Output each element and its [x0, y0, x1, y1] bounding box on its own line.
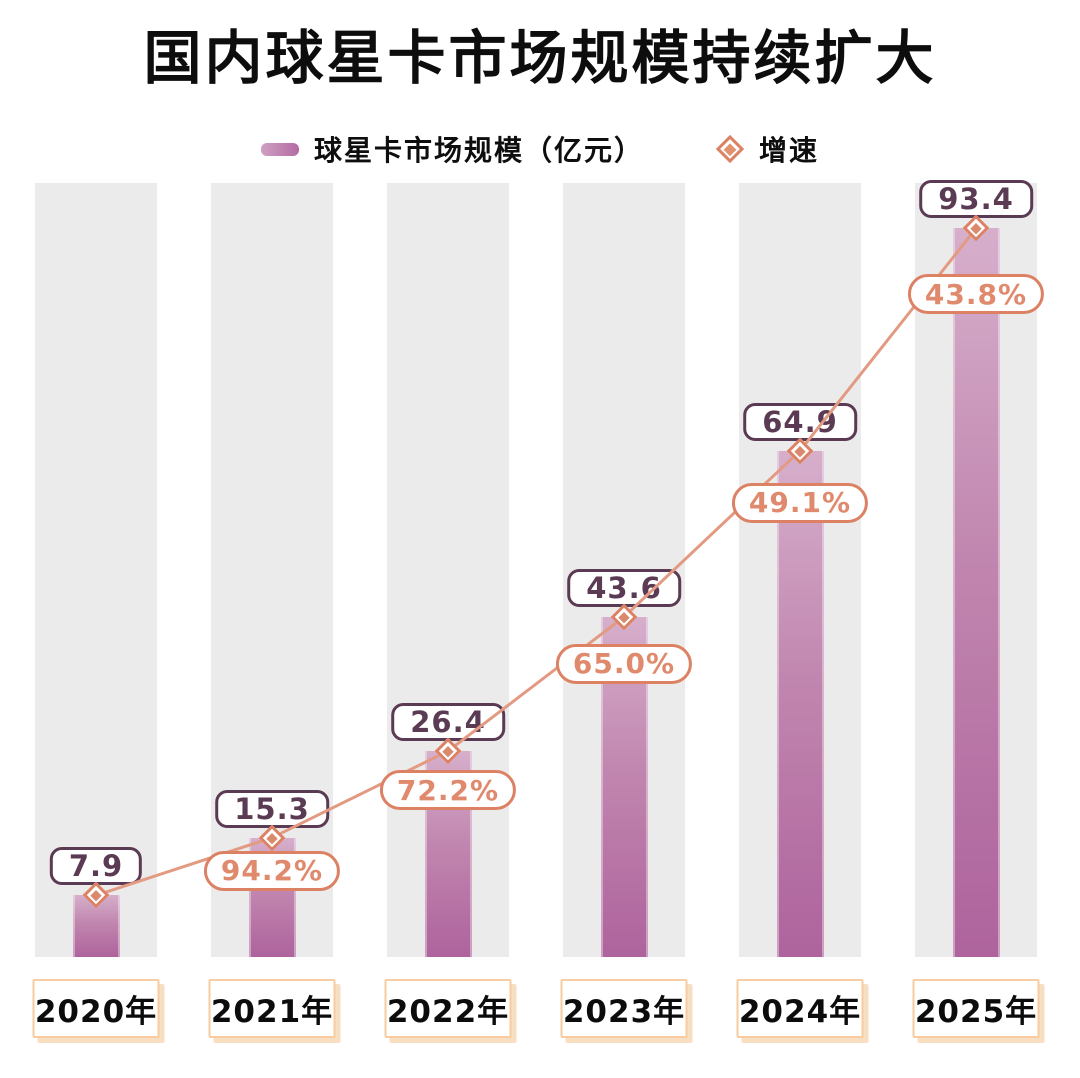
value-text: 26.4: [410, 705, 486, 740]
legend-item-growth: 增速: [715, 129, 820, 169]
growth-text: 94.2%: [220, 854, 324, 888]
growth-text: 72.2%: [396, 773, 500, 807]
chart-title: 国内球星卡市场规模持续扩大: [143, 24, 937, 92]
value-label-2022: 26.4: [391, 703, 505, 742]
year-text: 2023年: [562, 994, 686, 1030]
value-text: 93.4: [938, 182, 1014, 217]
growth-label-2025: 43.8%: [907, 274, 1045, 315]
diamond-marker-icon: [715, 134, 745, 164]
year-text: 2025年: [914, 994, 1038, 1030]
bar-2025: [952, 228, 1000, 957]
growth-label-2021: 94.2%: [203, 850, 341, 891]
axis-label-2024: 2024年: [736, 979, 864, 1038]
year-text: 2024年: [738, 994, 862, 1030]
legend-bar-label: 球星卡市场规模（亿元）: [313, 134, 644, 167]
year-text: 2021年: [210, 994, 334, 1030]
value-text: 43.6: [586, 570, 662, 605]
growth-label-2022: 72.2%: [379, 770, 517, 811]
growth-label-2023: 65.0%: [555, 643, 693, 684]
growth-text: 65.0%: [572, 647, 676, 681]
growth-text: 43.8%: [924, 277, 1028, 311]
value-text: 15.3: [234, 791, 310, 826]
value-text: 7.9: [68, 849, 124, 884]
axis-label-2020: 2020年: [32, 979, 160, 1038]
value-label-2025: 93.4: [919, 180, 1033, 219]
axis-label-2025: 2025年: [912, 979, 1040, 1038]
bar-2024: [776, 450, 824, 957]
value-label-2020: 7.9: [49, 847, 143, 886]
year-text: 2022年: [386, 994, 510, 1030]
growth-label-2024: 49.1%: [731, 482, 869, 523]
value-text: 64.9: [762, 404, 838, 439]
bar-swatch-icon: [260, 142, 299, 156]
value-label-2024: 64.9: [743, 402, 857, 441]
axis-label-2023: 2023年: [560, 979, 688, 1038]
growth-text: 49.1%: [748, 486, 852, 520]
axis-label-2021: 2021年: [208, 979, 336, 1038]
column-band-2020: [35, 183, 157, 957]
legend-line-label: 增速: [759, 134, 820, 167]
value-label-2023: 43.6: [567, 568, 681, 607]
legend-item-market-size: 球星卡市场规模（亿元）: [260, 129, 644, 169]
year-text: 2020年: [34, 994, 158, 1030]
axis-label-2022: 2022年: [384, 979, 512, 1038]
legend: 球星卡市场规模（亿元） 增速: [0, 129, 1080, 169]
value-label-2021: 15.3: [215, 789, 329, 828]
